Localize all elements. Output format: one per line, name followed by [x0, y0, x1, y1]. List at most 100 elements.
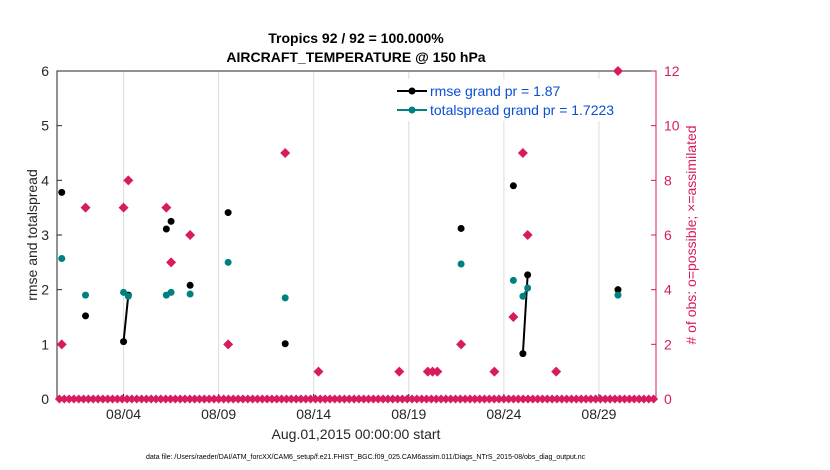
obs-zero-marker	[562, 394, 572, 404]
obs-zero-marker	[455, 394, 465, 404]
obs-count-marker	[123, 175, 134, 186]
obs-zero-marker	[499, 394, 509, 404]
legend-spread-marker	[408, 106, 416, 114]
rmse-point	[224, 209, 232, 217]
y2-axis-label: # of obs: o=possible; ×=assimilated	[683, 125, 699, 344]
obs-zero-marker	[634, 394, 644, 404]
obs-zero-marker	[310, 394, 320, 404]
obs-count-marker	[551, 366, 562, 377]
obs-zero-marker	[605, 394, 615, 404]
obs-zero-marker	[199, 394, 209, 404]
obs-zero-marker	[243, 394, 253, 404]
y-axis-label: rmse and totalspread	[24, 169, 40, 301]
y2-tick-label: 4	[664, 282, 672, 298]
obs-zero-marker	[315, 394, 325, 404]
obs-zero-marker	[354, 394, 364, 404]
obs-zero-marker	[508, 394, 518, 404]
y2-tick-label: 12	[664, 63, 680, 79]
obs-count-marker	[166, 257, 177, 268]
rmse-point	[457, 224, 465, 232]
obs-zero-marker	[257, 394, 267, 404]
obs-count-marker	[80, 202, 91, 213]
obs-zero-marker	[484, 394, 494, 404]
obs-zero-marker	[296, 394, 306, 404]
y-tick-label: 3	[41, 227, 49, 243]
obs-zero-marker	[557, 394, 567, 404]
y2-tick-label: 2	[664, 336, 672, 352]
obs-zero-marker	[383, 394, 393, 404]
obs-zero-marker	[88, 394, 98, 404]
obs-zero-marker	[103, 394, 113, 404]
obs-zero-marker	[494, 394, 504, 404]
rmse-point	[509, 182, 517, 190]
obs-zero-marker	[615, 394, 625, 404]
obs-zero-marker	[475, 394, 485, 404]
obs-zero-marker	[581, 394, 591, 404]
obs-zero-marker	[624, 394, 634, 404]
obs-zero-marker	[219, 394, 229, 404]
obs-zero-marker	[248, 394, 258, 404]
obs-zero-marker	[325, 394, 335, 404]
y-tick-label: 2	[41, 282, 49, 298]
x-tick-label: 08/04	[106, 406, 141, 422]
rmse-point	[58, 188, 66, 196]
obs-zero-marker	[518, 394, 528, 404]
obs-zero-marker	[537, 394, 547, 404]
obs-count-marker	[489, 366, 500, 377]
obs-zero-marker	[209, 394, 219, 404]
obs-zero-marker	[156, 394, 166, 404]
obs-count-marker	[56, 339, 67, 350]
totalspread-point	[614, 291, 622, 299]
obs-count-marker	[185, 230, 196, 240]
obs-zero-marker	[576, 394, 586, 404]
obs-zero-marker	[595, 394, 605, 404]
obs-zero-marker	[277, 394, 287, 404]
y-tick-label: 0	[41, 391, 49, 407]
y-tick-label: 4	[41, 172, 49, 188]
obs-zero-marker	[344, 394, 354, 404]
obs-zero-marker	[286, 394, 296, 404]
obs-zero-marker	[620, 394, 630, 404]
obs-zero-marker	[566, 394, 576, 404]
obs-zero-marker	[185, 394, 195, 404]
left-axis: 0 1 2 3 4 5 6	[41, 63, 62, 407]
obs-zero-marker	[339, 394, 349, 404]
obs-zero-marker	[252, 394, 262, 404]
obs-zero-marker	[649, 394, 659, 404]
obs-zero-marker	[422, 394, 432, 404]
obs-zero-marker	[161, 394, 171, 404]
y2-tick-label: 0	[664, 391, 672, 407]
obs-zero-marker	[146, 394, 156, 404]
rmse-point	[167, 217, 175, 225]
obs-count-marker	[522, 230, 533, 240]
obs-zero-marker	[195, 394, 205, 404]
obs-zero-marker	[69, 394, 79, 404]
obs-zero-marker	[132, 394, 142, 404]
obs-zero-marker	[610, 394, 620, 404]
obs-zero-marker	[151, 394, 161, 404]
obs-zero-marker	[112, 394, 122, 404]
obs-zero-marker	[330, 394, 340, 404]
obs-zero-marker	[98, 394, 108, 404]
obs-zero-marker	[141, 394, 151, 404]
totalspread-point	[524, 284, 532, 292]
obs-zero-marker	[180, 394, 190, 404]
obs-zero-marker	[571, 394, 581, 404]
totalspread-point	[509, 276, 517, 284]
totalspread-point	[58, 255, 66, 263]
obs-zero-marker	[204, 394, 214, 404]
data-file-footnote: data file: /Users/raeder/DAI/ATM_forcXX/…	[146, 454, 586, 461]
obs-count-marker	[280, 148, 291, 158]
obs-zero-marker	[301, 394, 311, 404]
legend-box	[392, 79, 650, 121]
obs-zero-marker	[74, 394, 84, 404]
obs-zero-marker	[378, 394, 388, 404]
obs-count-marker	[223, 339, 234, 350]
obs-zero-marker	[533, 394, 543, 404]
obs-zero-marker	[93, 394, 103, 404]
obs-count-marker	[456, 339, 467, 350]
obs-zero-marker	[291, 394, 301, 404]
x-tick-label: 08/29	[581, 406, 616, 422]
obs-zero-marker	[407, 394, 417, 404]
